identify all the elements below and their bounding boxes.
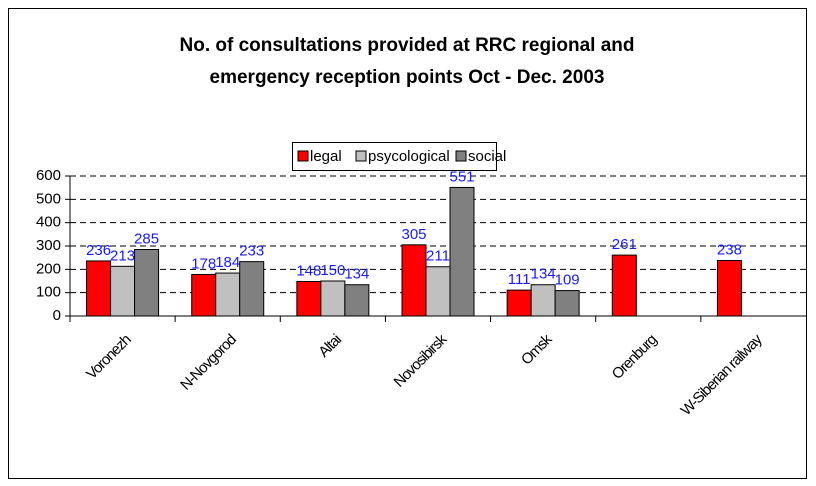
y-tick-label: 200 <box>36 260 61 277</box>
bar <box>191 273 217 317</box>
chart-title: emergency reception points Oct - Dec. 20… <box>210 67 605 88</box>
y-tick-label: 100 <box>36 284 61 301</box>
y-tick-label: 0 <box>53 307 61 324</box>
value-label: 238 <box>717 241 742 258</box>
legend-label: psycological <box>368 148 450 165</box>
chart-title: No. of consultations provided at RRC reg… <box>180 35 635 56</box>
bar <box>449 186 475 317</box>
bar <box>716 259 742 317</box>
bar <box>134 249 160 317</box>
chart-frame <box>8 8 807 479</box>
y-tick-label: 600 <box>36 167 61 184</box>
value-label: 236 <box>86 242 111 259</box>
bar <box>611 254 637 317</box>
bar <box>239 261 265 317</box>
value-label: 148 <box>296 262 321 279</box>
bar <box>344 284 370 317</box>
bar <box>296 280 322 317</box>
value-label: 233 <box>239 243 264 260</box>
value-label: 261 <box>612 236 637 253</box>
y-tick-label: 300 <box>36 237 61 254</box>
bar <box>554 290 580 317</box>
y-tick-label: 500 <box>36 190 61 207</box>
bar <box>425 266 451 317</box>
legend-label: social <box>468 148 506 165</box>
value-label: 551 <box>449 168 474 185</box>
legend-swatch <box>455 150 467 162</box>
value-label: 109 <box>555 272 580 289</box>
legend-swatch <box>297 150 309 162</box>
bar <box>506 289 532 317</box>
legend-label: legal <box>310 148 342 165</box>
value-label: 184 <box>215 254 240 271</box>
legend-swatch <box>355 150 367 162</box>
bar <box>530 284 556 317</box>
value-label: 305 <box>401 226 426 243</box>
value-label: 285 <box>134 230 159 247</box>
bar <box>86 260 112 317</box>
value-label: 134 <box>344 266 369 283</box>
value-label: 150 <box>320 262 345 279</box>
value-label: 111 <box>508 271 531 288</box>
y-tick-label: 400 <box>36 214 61 231</box>
value-label: 211 <box>426 248 450 265</box>
value-label: 213 <box>110 247 135 264</box>
bar <box>110 265 136 317</box>
value-label: 134 <box>531 266 556 283</box>
value-label: 178 <box>191 255 216 272</box>
bar <box>320 280 346 317</box>
bar <box>215 272 241 317</box>
bar <box>401 244 427 317</box>
